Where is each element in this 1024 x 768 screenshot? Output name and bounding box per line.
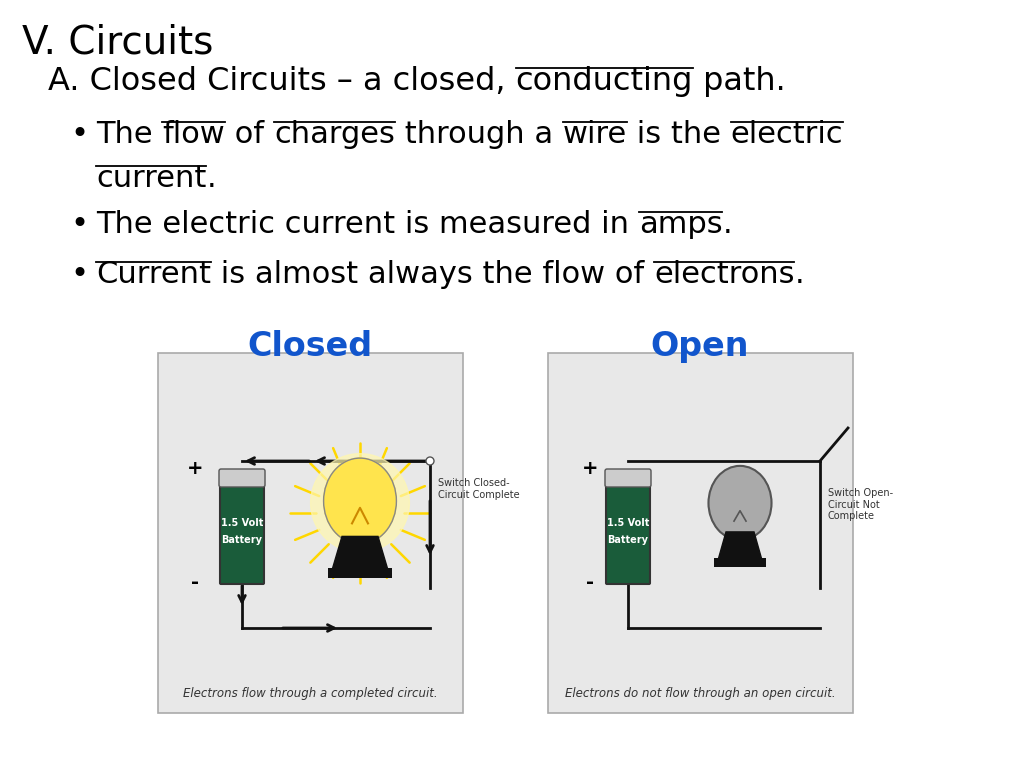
- FancyBboxPatch shape: [606, 472, 650, 584]
- Ellipse shape: [324, 458, 396, 544]
- Text: Closed: Closed: [248, 330, 373, 363]
- Text: electric: electric: [731, 120, 843, 149]
- Text: 1.5 Volt: 1.5 Volt: [607, 518, 649, 528]
- Text: A. Closed Circuits – a closed,: A. Closed Circuits – a closed,: [48, 66, 516, 97]
- Text: path.: path.: [693, 66, 785, 97]
- Text: .: .: [722, 210, 732, 239]
- Text: Battery: Battery: [221, 535, 262, 545]
- Text: is almost always the flow of: is almost always the flow of: [211, 260, 654, 289]
- FancyBboxPatch shape: [328, 568, 392, 578]
- Text: •: •: [70, 120, 88, 149]
- Polygon shape: [718, 532, 762, 560]
- Text: +: +: [582, 458, 598, 478]
- Text: electrons: electrons: [654, 260, 795, 289]
- Text: is the: is the: [627, 120, 731, 149]
- Text: The electric current is measured in: The electric current is measured in: [96, 210, 639, 239]
- Text: .: .: [207, 164, 216, 193]
- Text: Electrons do not flow through an open circuit.: Electrons do not flow through an open ci…: [564, 687, 836, 700]
- Text: Switch Closed-
Circuit Complete: Switch Closed- Circuit Complete: [438, 478, 519, 500]
- Text: conducting: conducting: [516, 66, 693, 97]
- Text: current: current: [96, 164, 207, 193]
- Circle shape: [426, 457, 434, 465]
- Polygon shape: [332, 536, 388, 570]
- Circle shape: [310, 454, 410, 552]
- Text: flow: flow: [163, 120, 225, 149]
- FancyBboxPatch shape: [548, 353, 853, 713]
- Text: •: •: [70, 210, 88, 239]
- FancyBboxPatch shape: [605, 469, 651, 487]
- Text: through a: through a: [394, 120, 562, 149]
- Text: Current: Current: [96, 260, 211, 289]
- Text: of: of: [225, 120, 273, 149]
- Text: .: .: [795, 260, 804, 289]
- Text: wire: wire: [562, 120, 627, 149]
- FancyBboxPatch shape: [158, 353, 463, 713]
- Text: 1.5 Volt: 1.5 Volt: [221, 518, 263, 528]
- Text: charges: charges: [273, 120, 394, 149]
- Ellipse shape: [709, 466, 771, 540]
- Text: •: •: [70, 260, 88, 289]
- FancyBboxPatch shape: [714, 558, 766, 568]
- Text: Electrons flow through a completed circuit.: Electrons flow through a completed circu…: [182, 687, 437, 700]
- Text: The: The: [96, 120, 163, 149]
- Text: +: +: [186, 458, 203, 478]
- Text: amps: amps: [639, 210, 722, 239]
- Text: -: -: [586, 574, 594, 592]
- FancyBboxPatch shape: [220, 472, 264, 584]
- Text: Switch Open-
Circuit Not
Complete: Switch Open- Circuit Not Complete: [828, 488, 893, 521]
- Text: V. Circuits: V. Circuits: [22, 23, 213, 61]
- FancyBboxPatch shape: [219, 469, 265, 487]
- Text: Battery: Battery: [607, 535, 648, 545]
- Text: -: -: [191, 574, 199, 592]
- Text: Open: Open: [650, 330, 750, 363]
